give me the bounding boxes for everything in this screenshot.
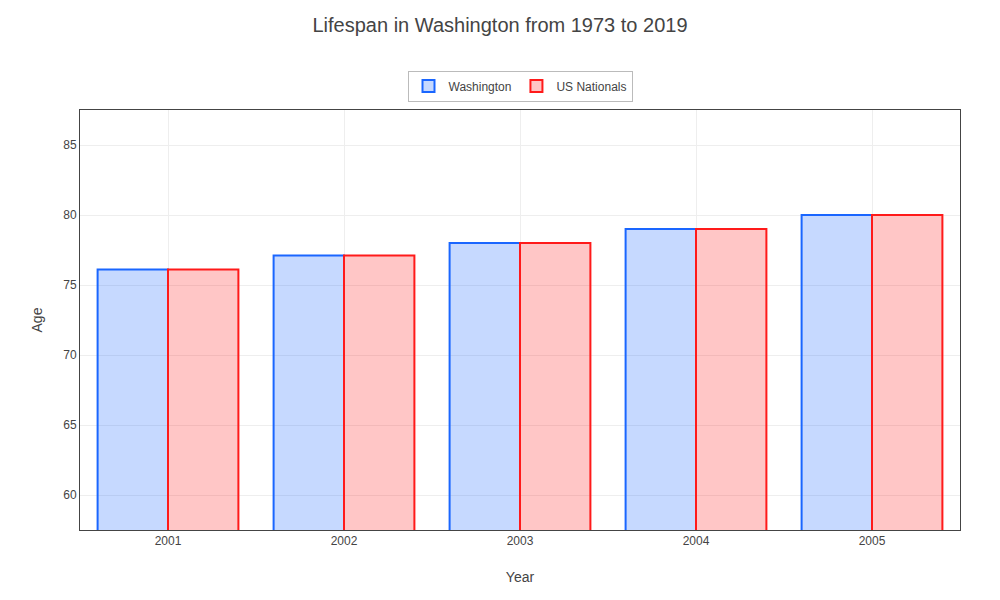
svg-text:65: 65	[63, 418, 77, 432]
svg-text:Lifespan in Washington from 19: Lifespan in Washington from 1973 to 2019	[312, 14, 687, 36]
svg-text:85: 85	[63, 138, 77, 152]
svg-text:Age: Age	[29, 307, 45, 332]
svg-text:2004: 2004	[683, 534, 710, 548]
svg-text:2003: 2003	[507, 534, 534, 548]
svg-text:75: 75	[63, 278, 77, 292]
svg-text:Washington: Washington	[449, 80, 512, 94]
svg-text:70: 70	[63, 348, 77, 362]
svg-text:60: 60	[63, 488, 77, 502]
svg-text:2002: 2002	[331, 534, 358, 548]
svg-text:US Nationals: US Nationals	[556, 80, 626, 94]
svg-text:80: 80	[63, 208, 77, 222]
svg-text:2001: 2001	[155, 534, 182, 548]
svg-text:Year: Year	[506, 569, 535, 585]
svg-text:2005: 2005	[859, 534, 886, 548]
